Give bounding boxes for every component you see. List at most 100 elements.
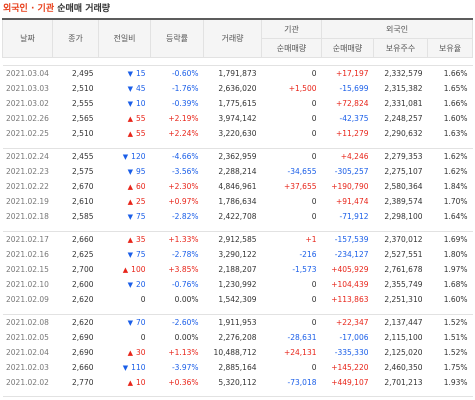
- cell-institution-net: -73,018: [287, 378, 317, 387]
- arrow-up-icon: ▲: [127, 236, 133, 244]
- cell-date: 2021.03.04: [6, 69, 49, 78]
- header-row-top: 날짜 종가 전일비 등락률 거래량 기관 외국인: [2, 18, 474, 58]
- cell-foreign-holdings: 2,290,632: [384, 129, 423, 138]
- cell-rate: -2.82%: [171, 212, 199, 221]
- cell-date: 2021.02.23: [6, 167, 49, 176]
- group-spacer: [2, 57, 473, 66]
- cell-date: 2021.02.10: [6, 280, 49, 289]
- title-separator: ·: [30, 4, 35, 14]
- cell-foreign-holdings: 2,527,551: [384, 250, 423, 259]
- header-row-sub: 순매매량 순매매량 보유주수 보유율: [3, 38, 474, 58]
- cell-foreign-net: -305,257: [334, 167, 369, 176]
- table-row: 2021.02.10 2,600 ▼ 20 -0.76% 1,230,992 0 +104,4…: [3, 277, 473, 292]
- change-value: 100: [131, 265, 146, 274]
- cell-foreign-ratio: 1.68%: [443, 280, 468, 289]
- cell-foreign-holdings: 2,761,678: [384, 265, 423, 274]
- arrow-up-icon: ▲: [127, 198, 133, 206]
- cell-institution-net: +1: [305, 235, 317, 244]
- cell-rate: 0.00%: [174, 333, 199, 342]
- cell-rate: +0.97%: [168, 197, 199, 206]
- group-spacer: [2, 224, 473, 232]
- cell-foreign-holdings: 2,115,100: [384, 333, 423, 342]
- cell-foreign-net: +72,824: [335, 99, 369, 108]
- arrow-down-icon: ▼: [127, 100, 133, 108]
- cell-date: 2021.02.22: [6, 182, 49, 191]
- change-value: 75: [135, 250, 146, 259]
- cell-institution-net: 0: [311, 280, 317, 289]
- cell-rate: +2.30%: [168, 182, 199, 191]
- cell-change: ▼ 75: [99, 247, 151, 262]
- cell-institution-net: 0: [311, 114, 317, 123]
- cell-change: ▲ 10: [99, 375, 151, 390]
- cell-volume: 5,320,112: [218, 378, 257, 387]
- change-value: 95: [135, 167, 146, 176]
- change-value: 0: [140, 333, 146, 342]
- arrow-down-icon: ▼: [127, 281, 133, 289]
- cell-foreign-net: +449,107: [331, 378, 369, 387]
- cell-foreign-ratio: 1.69%: [443, 235, 468, 244]
- cell-foreign-ratio: 1.84%: [443, 182, 468, 191]
- title-institution: 기관: [37, 4, 55, 14]
- change-value: 25: [135, 197, 146, 206]
- cell-close: 2,585: [72, 212, 94, 221]
- cell-foreign-net: +145,220: [331, 363, 369, 372]
- group-spacer: [2, 307, 473, 315]
- arrow-down-icon: ▼: [127, 85, 133, 93]
- header-foreign-net: 순매매량: [321, 38, 374, 58]
- cell-foreign-ratio: 1.75%: [443, 363, 468, 372]
- title-foreign: 외국인: [3, 4, 28, 14]
- header-change: 전일비: [98, 18, 151, 58]
- cell-rate: 0.00%: [174, 295, 199, 304]
- cell-date: 2021.03.03: [6, 84, 49, 93]
- cell-date: 2021.02.03: [6, 363, 49, 372]
- header-volume: 거래량: [203, 18, 262, 58]
- cell-foreign-ratio: 1.80%: [443, 250, 468, 259]
- cell-change: ▼ 95: [99, 164, 151, 179]
- cell-close: 2,690: [72, 333, 94, 342]
- cell-volume: 2,188,207: [218, 265, 257, 274]
- cell-close: 2,455: [72, 152, 94, 161]
- table-row: 2021.02.23 2,575 ▼ 95 -3.56% 2,288,214 -34,655…: [3, 164, 473, 179]
- header-rate: 등락률: [150, 18, 204, 58]
- cell-date: 2021.02.24: [6, 152, 49, 161]
- cell-rate: -0.76%: [171, 280, 199, 289]
- trading-table: 날짜 종가 전일비 등락률 거래량 기관 외국인 순매매량 순매매량 보유주수 …: [2, 18, 474, 397]
- cell-foreign-ratio: 1.52%: [443, 318, 468, 327]
- cell-foreign-ratio: 1.62%: [443, 152, 468, 161]
- change-value: 0: [140, 295, 146, 304]
- cell-foreign-net: +91,474: [335, 197, 369, 206]
- cell-close: 2,600: [72, 280, 94, 289]
- table-body: 2021.03.04 2,495 ▼ 15 -0.60% 1,791,873 0 +17,19…: [2, 57, 473, 397]
- cell-close: 2,620: [72, 318, 94, 327]
- cell-foreign-net: -17,006: [339, 333, 369, 342]
- cell-foreign-holdings: 2,370,012: [384, 235, 423, 244]
- cell-rate: -2.60%: [171, 318, 199, 327]
- cell-close: 2,620: [72, 295, 94, 304]
- cell-close: 2,510: [72, 84, 94, 93]
- cell-foreign-holdings: 2,355,749: [384, 280, 423, 289]
- change-value: 55: [135, 114, 146, 123]
- cell-rate: -0.39%: [171, 99, 199, 108]
- cell-foreign-holdings: 2,275,107: [384, 167, 423, 176]
- cell-volume: 2,885,164: [218, 363, 257, 372]
- table-row: 2021.02.18 2,585 ▼ 75 -2.82% 2,422,708 0 -71,91…: [3, 209, 473, 224]
- cell-change: ▲ 55: [99, 111, 151, 126]
- cell-change: ▲ 100: [99, 262, 151, 277]
- cell-institution-net: 0: [311, 212, 317, 221]
- arrow-down-icon: ▼: [122, 364, 129, 372]
- cell-foreign-net: -157,539: [334, 235, 369, 244]
- cell-foreign-ratio: 1.63%: [443, 129, 468, 138]
- arrow-down-icon: ▼: [127, 168, 133, 176]
- cell-institution-net: 0: [311, 129, 317, 138]
- cell-change: ▲ 60: [99, 179, 151, 194]
- change-value: 45: [135, 84, 146, 93]
- cell-foreign-holdings: 2,248,257: [384, 114, 423, 123]
- cell-foreign-ratio: 1.66%: [443, 99, 468, 108]
- cell-rate: +1.13%: [168, 348, 199, 357]
- cell-foreign-holdings: 2,460,350: [384, 363, 423, 372]
- cell-change: ▼ 110: [99, 360, 151, 375]
- table-row: 2021.02.24 2,455 ▼ 120 -4.66% 2,362,959 0 +4,24…: [3, 149, 473, 165]
- cell-foreign-net: +113,863: [331, 295, 369, 304]
- cell-foreign-ratio: 1.65%: [443, 84, 468, 93]
- change-value: 20: [135, 280, 146, 289]
